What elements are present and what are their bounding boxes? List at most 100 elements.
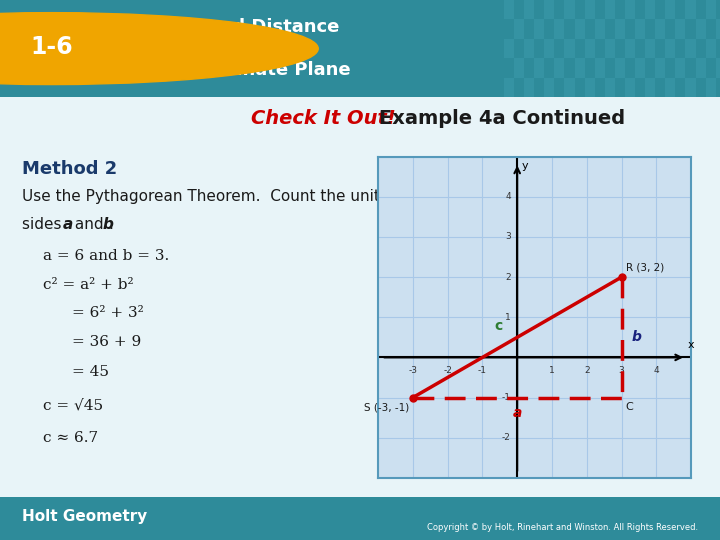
Bar <box>685 0 696 19</box>
Bar <box>514 19 524 39</box>
Bar <box>665 39 675 58</box>
Text: 3: 3 <box>505 232 511 241</box>
Bar <box>544 39 554 58</box>
Bar <box>575 19 585 39</box>
Text: = 36 + 9: = 36 + 9 <box>72 335 141 349</box>
Bar <box>675 19 685 39</box>
Bar <box>605 78 615 97</box>
Text: Method 2: Method 2 <box>22 160 117 178</box>
Text: c ≈ 6.7: c ≈ 6.7 <box>43 431 99 445</box>
Bar <box>585 0 595 19</box>
Bar <box>605 0 615 19</box>
Text: a: a <box>513 407 522 421</box>
Text: -2: -2 <box>444 366 452 375</box>
Bar <box>625 39 635 58</box>
Bar <box>665 78 675 97</box>
Text: b: b <box>631 330 642 345</box>
Bar <box>504 39 514 58</box>
Text: = 6² + 3²: = 6² + 3² <box>72 306 144 320</box>
Bar <box>635 58 645 78</box>
Text: 2: 2 <box>584 366 590 375</box>
Bar <box>716 58 720 78</box>
Bar <box>514 58 524 78</box>
Bar <box>706 39 716 58</box>
Bar <box>685 78 696 97</box>
Text: and: and <box>70 217 108 232</box>
Text: 1: 1 <box>505 313 511 322</box>
Text: Holt Geometry: Holt Geometry <box>22 509 147 524</box>
Bar <box>585 39 595 58</box>
Bar <box>575 58 585 78</box>
Bar <box>716 19 720 39</box>
Bar <box>615 19 625 39</box>
Text: 2: 2 <box>505 273 511 281</box>
Text: C: C <box>626 402 634 413</box>
Bar <box>665 0 675 19</box>
Text: .: . <box>109 217 114 232</box>
Text: Example 4a Continued: Example 4a Continued <box>379 109 626 129</box>
Bar <box>696 58 706 78</box>
Text: a: a <box>63 217 73 232</box>
Bar <box>595 19 605 39</box>
Text: b: b <box>102 217 113 232</box>
Bar <box>645 78 655 97</box>
Bar <box>685 39 696 58</box>
Bar <box>585 78 595 97</box>
Text: 4: 4 <box>654 366 660 375</box>
Text: 4: 4 <box>505 192 511 201</box>
Text: Check It Out!: Check It Out! <box>251 109 395 129</box>
Text: 1-6: 1-6 <box>30 35 73 59</box>
Text: 1: 1 <box>549 366 555 375</box>
Bar <box>655 19 665 39</box>
Text: a = 6 and b = 3.: a = 6 and b = 3. <box>43 249 169 263</box>
Circle shape <box>0 12 318 85</box>
Text: Copyright © by Holt, Rinehart and Winston. All Rights Reserved.: Copyright © by Holt, Rinehart and Winsto… <box>427 523 698 531</box>
Bar <box>706 0 716 19</box>
FancyBboxPatch shape <box>0 0 720 97</box>
Text: -2: -2 <box>502 433 511 442</box>
Bar <box>554 58 564 78</box>
Text: c² = a² + b²: c² = a² + b² <box>43 278 134 292</box>
Bar <box>534 19 544 39</box>
Text: Use the Pythagorean Theorem.  Count the units for: Use the Pythagorean Theorem. Count the u… <box>22 188 413 204</box>
Bar <box>696 19 706 39</box>
Text: y: y <box>521 161 528 171</box>
Bar <box>625 0 635 19</box>
Text: Midpoint and Distance: Midpoint and Distance <box>112 18 339 36</box>
Bar <box>504 0 514 19</box>
Bar <box>645 0 655 19</box>
Text: x: x <box>688 340 694 350</box>
Bar <box>554 19 564 39</box>
Bar <box>524 39 534 58</box>
Bar <box>615 58 625 78</box>
Text: c = √45: c = √45 <box>43 399 104 413</box>
Bar <box>605 39 615 58</box>
Bar <box>706 78 716 97</box>
FancyBboxPatch shape <box>0 497 720 540</box>
Bar <box>655 58 665 78</box>
Text: -1: -1 <box>502 393 511 402</box>
Bar <box>534 58 544 78</box>
Bar <box>564 39 575 58</box>
Bar <box>544 0 554 19</box>
Bar <box>524 0 534 19</box>
Bar <box>595 58 605 78</box>
Bar <box>635 19 645 39</box>
Text: -1: -1 <box>478 366 487 375</box>
Bar <box>675 58 685 78</box>
Text: in the Coordinate Plane: in the Coordinate Plane <box>112 61 350 79</box>
Text: 3: 3 <box>618 366 624 375</box>
Bar <box>504 78 514 97</box>
Text: S (-3, -1): S (-3, -1) <box>364 402 409 413</box>
Text: c: c <box>494 319 502 333</box>
Bar <box>564 78 575 97</box>
Text: = 45: = 45 <box>72 365 109 379</box>
Text: R (3, 2): R (3, 2) <box>626 262 664 272</box>
Bar <box>625 78 635 97</box>
Bar <box>645 39 655 58</box>
Text: sides: sides <box>22 217 66 232</box>
Text: -3: -3 <box>408 366 418 375</box>
Bar <box>524 78 534 97</box>
Bar <box>544 78 554 97</box>
Bar <box>564 0 575 19</box>
